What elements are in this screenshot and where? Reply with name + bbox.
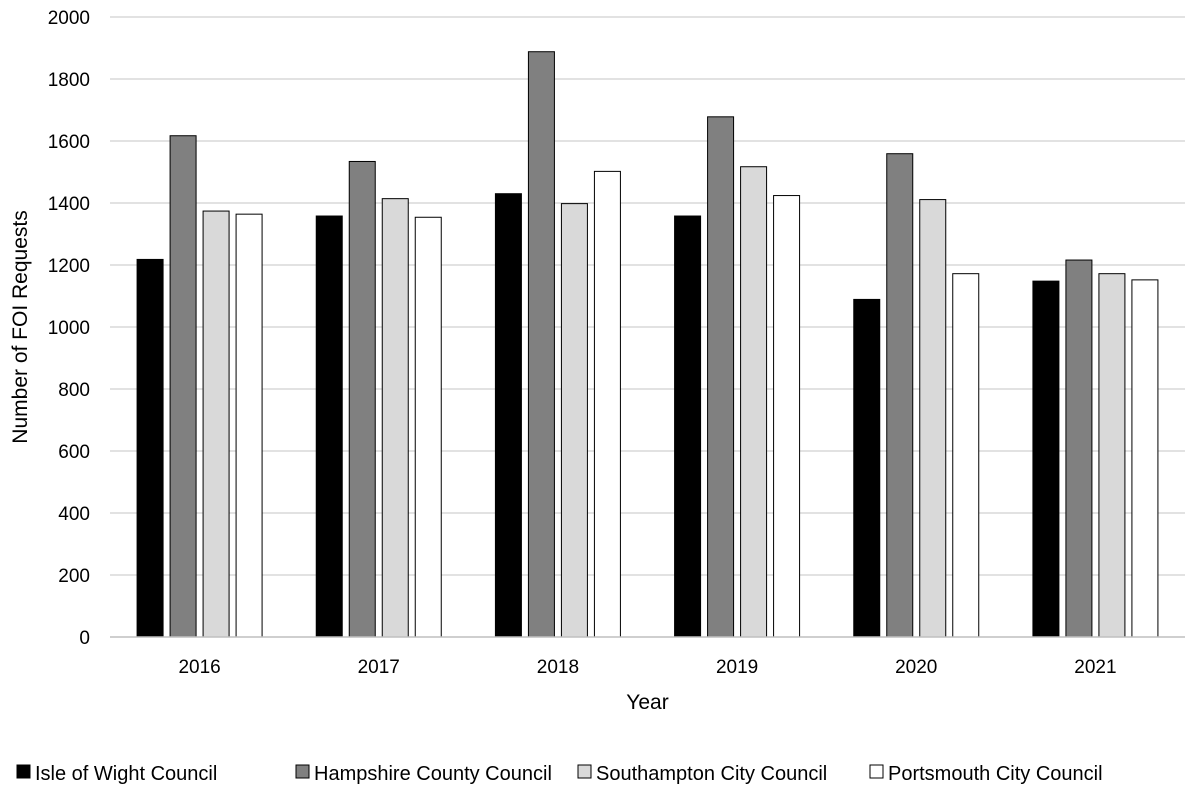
y-tick-label: 1600 xyxy=(48,132,90,153)
x-tick-label: 2021 xyxy=(1074,657,1116,678)
bar xyxy=(235,213,263,638)
x-tick-label: 2020 xyxy=(895,657,937,678)
bar xyxy=(1032,280,1060,638)
bar xyxy=(707,116,735,638)
y-tick-label: 1200 xyxy=(48,256,90,277)
bar xyxy=(494,193,522,638)
bar xyxy=(919,199,947,638)
bar xyxy=(202,210,230,638)
legend-swatch xyxy=(295,764,310,779)
legend-swatch xyxy=(16,764,31,779)
x-tick-label: 2019 xyxy=(716,657,758,678)
bar xyxy=(527,51,555,638)
bars xyxy=(136,51,1159,638)
bar xyxy=(136,258,164,638)
legend-label: Portsmouth City Council xyxy=(888,763,1103,785)
y-tick-label: 400 xyxy=(58,504,90,525)
bar xyxy=(560,203,588,638)
y-axis-title: Number of FOI Requests xyxy=(9,210,32,443)
bar xyxy=(952,273,980,638)
gridlines xyxy=(110,16,1185,576)
bar xyxy=(348,160,376,638)
y-tick-label: 2000 xyxy=(48,8,90,29)
x-axis-title: Year xyxy=(626,691,668,714)
y-tick-label: 800 xyxy=(58,380,90,401)
bar xyxy=(315,215,343,638)
legend: Isle of Wight Council Hampshire County Co… xyxy=(16,763,1103,785)
x-tick-label: 2016 xyxy=(178,657,220,678)
bar xyxy=(381,198,409,638)
bar xyxy=(773,195,801,638)
bar xyxy=(886,153,914,638)
y-tick-label: 0 xyxy=(79,628,90,649)
legend-label: Hampshire County Council xyxy=(314,763,552,785)
legend-swatch xyxy=(577,764,592,779)
bar xyxy=(1131,279,1159,638)
y-tick-label: 600 xyxy=(58,442,90,463)
y-tick-label: 200 xyxy=(58,566,90,587)
bar xyxy=(414,216,442,638)
x-tick-labels: 2016 2017 2018 2019 2020 2021 xyxy=(178,657,1116,678)
bar xyxy=(1098,273,1126,638)
y-tick-label: 1000 xyxy=(48,318,90,339)
bar xyxy=(740,166,768,638)
legend-label: Southampton City Council xyxy=(596,763,827,785)
y-tick-label: 1400 xyxy=(48,194,90,215)
bar xyxy=(674,215,702,638)
bar xyxy=(593,170,621,638)
y-tick-label: 1800 xyxy=(48,70,90,91)
legend-swatch xyxy=(869,764,884,779)
x-tick-label: 2017 xyxy=(358,657,400,678)
bar xyxy=(1065,259,1093,638)
y-tick-labels: 0 200 400 600 800 1000 1200 1400 1600 1800 2000 xyxy=(48,8,90,649)
bar xyxy=(169,135,197,638)
x-tick-label: 2018 xyxy=(537,657,579,678)
bar xyxy=(853,298,881,638)
legend-label: Isle of Wight Council xyxy=(35,763,217,785)
